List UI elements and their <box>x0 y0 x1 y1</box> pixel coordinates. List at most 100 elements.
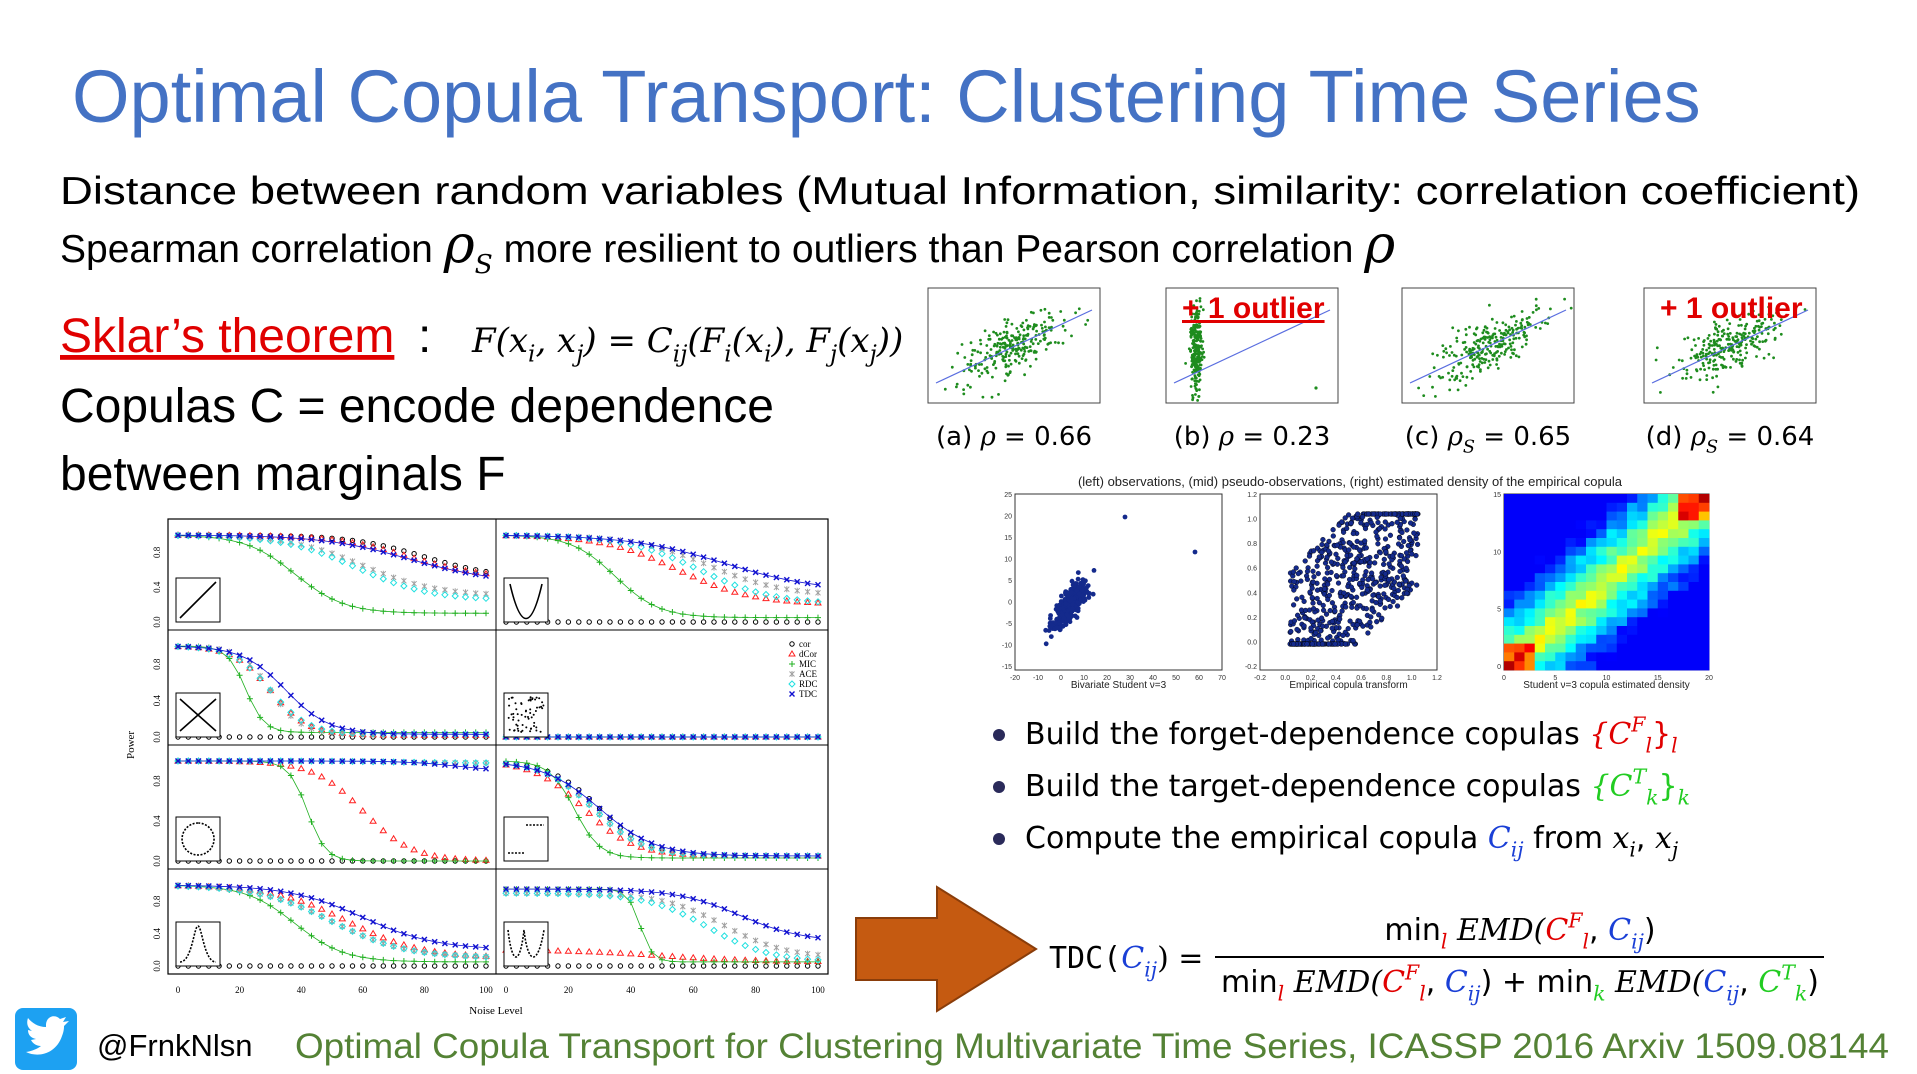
density-cell <box>1606 626 1618 636</box>
copula-dot <box>1348 552 1354 558</box>
text-run: C <box>1703 965 1726 1000</box>
power-marker <box>473 567 479 573</box>
power-marker <box>461 593 470 601</box>
scatter-dot <box>1034 338 1038 341</box>
scatter-dot <box>1465 375 1469 379</box>
power-marker <box>277 560 284 566</box>
density-frame <box>1014 493 1223 671</box>
power-marker <box>256 757 264 765</box>
scatter-dot <box>1711 376 1714 380</box>
inset-dot <box>512 712 515 715</box>
power-marker <box>461 730 470 739</box>
density-cell <box>1657 661 1669 671</box>
power-marker <box>184 757 193 765</box>
density-y-tick: 0.2 <box>1247 615 1257 622</box>
scatter-dot <box>1184 362 1187 365</box>
power-marker <box>638 888 645 895</box>
density-cell <box>1668 564 1679 574</box>
text-run: x <box>1655 821 1672 856</box>
power-marker <box>298 791 305 798</box>
power-marker <box>441 730 449 739</box>
power-marker <box>647 898 656 907</box>
power-marker <box>441 958 448 965</box>
scatter-dot <box>955 382 959 386</box>
observation-dot <box>1049 622 1054 628</box>
density-cell <box>1565 617 1577 627</box>
density-cell <box>1637 529 1648 539</box>
twitter-handle: @FrnkNlsn <box>97 1028 252 1063</box>
power-marker <box>627 894 635 903</box>
density-cell <box>1565 626 1577 636</box>
scatter-dot <box>1738 314 1741 317</box>
density-cell <box>1637 555 1648 565</box>
scatter-dot <box>1040 323 1043 327</box>
power-marker <box>751 733 760 741</box>
power-marker <box>226 858 233 864</box>
density-cell <box>1504 590 1515 600</box>
power-marker <box>513 886 520 893</box>
power-marker <box>793 954 801 962</box>
scatter-dot <box>1744 346 1747 350</box>
inset-dot <box>516 713 519 716</box>
power-marker <box>554 781 562 789</box>
copula-dot <box>1356 618 1363 624</box>
copula-dot <box>1353 594 1360 600</box>
power-marker <box>235 757 244 765</box>
power-marker <box>607 849 613 856</box>
power-marker <box>390 858 397 864</box>
scatter-dot <box>1713 358 1717 362</box>
text-run: (F <box>687 321 725 361</box>
scatter-dot <box>1491 334 1494 337</box>
density-cell <box>1596 634 1607 644</box>
density-cell <box>1545 538 1556 548</box>
density-cell <box>1586 617 1597 627</box>
power-marker <box>359 566 367 575</box>
density-cell <box>1586 643 1597 653</box>
power-marker <box>359 758 366 765</box>
copula-dot <box>1325 581 1331 587</box>
legend-label: dCor <box>799 649 817 659</box>
density-cell <box>1606 590 1618 600</box>
density-cell <box>1606 564 1618 574</box>
power-marker <box>690 958 697 965</box>
scatter-dot <box>997 393 1000 396</box>
copula-dot <box>1328 559 1335 565</box>
density-cell <box>1627 502 1638 512</box>
scatter-dot <box>992 344 996 348</box>
density-x-tick: 15 <box>1654 675 1662 682</box>
scatter-dot <box>1457 329 1460 333</box>
scatter-dot <box>1740 323 1743 327</box>
power-marker <box>690 907 697 914</box>
power-marker <box>783 734 790 740</box>
density-cell <box>1668 608 1679 618</box>
copula-dot <box>1325 635 1331 641</box>
density-cell <box>1575 661 1587 671</box>
copula-dot <box>1340 632 1346 639</box>
density-cell <box>1637 564 1648 574</box>
density-cell <box>1596 529 1607 539</box>
text-run: )) <box>876 321 904 361</box>
power-marker <box>329 858 335 864</box>
power-x-tick: 100 <box>811 985 825 995</box>
power-marker <box>411 933 418 940</box>
scatter-dot <box>1509 345 1513 348</box>
density-cell <box>1534 634 1546 644</box>
copula-dot <box>1314 563 1320 569</box>
scatter-dot <box>1775 311 1778 315</box>
density-cell <box>1616 617 1628 627</box>
power-marker <box>441 565 448 572</box>
power-marker <box>659 543 665 550</box>
text-run: j <box>1668 837 1679 861</box>
density-cell <box>1555 494 1566 504</box>
scatter-dot <box>1767 352 1771 356</box>
power-marker <box>370 729 377 736</box>
text-run: ρ <box>1218 422 1235 452</box>
scatter-dot <box>1003 359 1007 363</box>
scatter-dot <box>1503 350 1507 353</box>
scatter-dot <box>1201 308 1205 312</box>
scatter-dot <box>968 368 971 372</box>
scatter-dot <box>985 351 989 355</box>
power-marker <box>554 733 562 741</box>
inset-dot <box>534 698 537 701</box>
copula-dot <box>1374 514 1380 521</box>
